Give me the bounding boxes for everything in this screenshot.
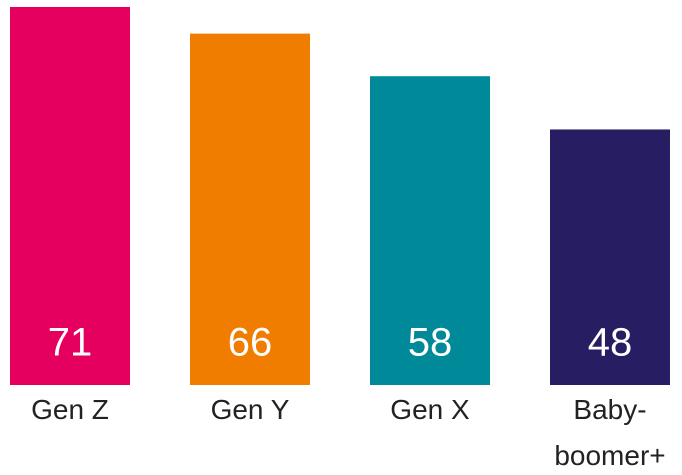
category-line: boomer+ xyxy=(554,440,665,471)
value-label: 71 xyxy=(48,321,93,365)
value-label: 58 xyxy=(408,321,453,365)
category-label: Gen Z xyxy=(31,394,109,425)
bar xyxy=(550,129,670,385)
category-line: Gen X xyxy=(390,394,470,425)
value-label: 66 xyxy=(228,321,273,365)
category-label: Gen Y xyxy=(211,394,290,425)
bar xyxy=(190,33,310,385)
category-line: Baby- xyxy=(573,394,646,425)
value-label: 48 xyxy=(588,321,633,365)
category-line: Gen Z xyxy=(31,394,109,425)
bar xyxy=(370,76,490,385)
category-line: Gen Y xyxy=(211,394,290,425)
bar xyxy=(10,7,130,385)
category-label: Gen X xyxy=(390,394,470,425)
category-label: Baby-boomer+ xyxy=(554,394,665,471)
